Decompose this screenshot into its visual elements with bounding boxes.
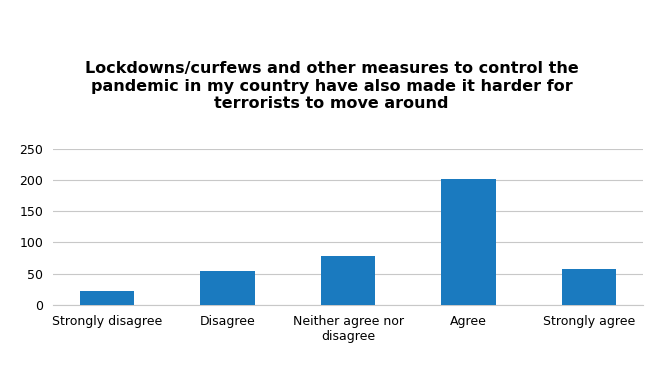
Bar — [200, 271, 255, 305]
Bar — [562, 269, 617, 305]
Bar — [321, 256, 375, 305]
Bar — [80, 291, 134, 305]
Bar — [442, 179, 496, 305]
Text: Lockdowns/curfews and other measures to control the
pandemic in my country have : Lockdowns/curfews and other measures to … — [85, 61, 578, 111]
